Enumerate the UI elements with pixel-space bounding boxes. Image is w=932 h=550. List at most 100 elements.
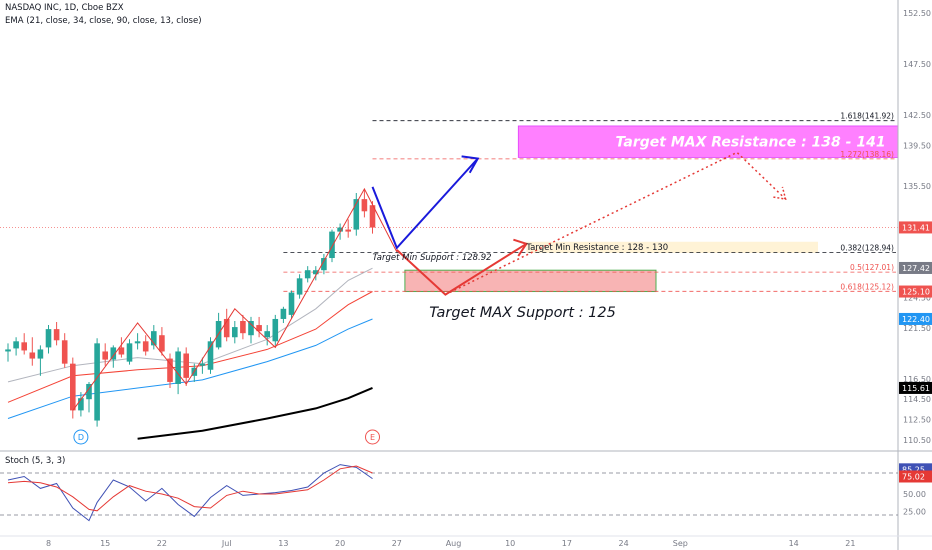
- red-arrowhead: [513, 238, 528, 257]
- fib-label: 1.618(141.92): [840, 112, 894, 121]
- ema13-line: [7, 267, 373, 383]
- candle-body: [240, 320, 246, 334]
- price-badge-label: 127.42: [902, 264, 930, 273]
- x-tick-label: 22: [157, 539, 167, 548]
- ema-lines: [7, 267, 373, 440]
- candle-body: [53, 329, 60, 341]
- zigzag-pattern: [72, 187, 398, 411]
- price-badge: [899, 261, 932, 274]
- price-badge-label: 131.41: [902, 223, 930, 232]
- stoch-badge-label: 85.25: [902, 465, 925, 474]
- candle-body: [159, 335, 165, 352]
- candle-body: [304, 270, 311, 279]
- candles: [5, 188, 376, 427]
- price-badge-label: 125.10: [902, 288, 930, 297]
- x-tick-label: Jul: [221, 539, 232, 548]
- candle-body: [207, 341, 214, 370]
- fib-label: 0.382(128.94): [840, 244, 894, 253]
- candle-body: [329, 231, 335, 259]
- y-tick-label: 135.50: [903, 182, 931, 191]
- x-tick-label: Aug: [446, 539, 462, 548]
- price-badge-label: 122.40: [902, 315, 930, 324]
- event-marker-label: D: [78, 433, 84, 442]
- candle-body: [102, 351, 108, 360]
- ema90-line: [137, 386, 373, 440]
- fib-levels: 1.618(141.92) 1.272(138.16) 0.382(128.94) 0…: [0, 112, 898, 292]
- symbol-header: NASDAQ INC, 1D, Cboe BZX: [5, 3, 124, 13]
- candle-body: [248, 320, 254, 336]
- candle-body: [70, 363, 76, 411]
- candle-body: [5, 349, 11, 352]
- candle-body: [369, 205, 376, 228]
- candle-body: [313, 270, 319, 275]
- x-tick-label: 13: [278, 539, 288, 548]
- candle-body: [256, 325, 262, 332]
- x-tick-label: 21: [845, 539, 855, 548]
- candle-body: [94, 343, 100, 421]
- candle-body: [280, 308, 287, 319]
- x-tick-label: 8: [46, 539, 51, 548]
- fib-label: 0.618(125.12): [840, 282, 894, 291]
- candle-body: [232, 327, 238, 338]
- x-tick-label: 10: [505, 539, 515, 548]
- min-support-label: Target Min Support : 128.92: [373, 253, 492, 263]
- fib-label: 1.272(138.16): [840, 150, 894, 159]
- stoch-y-tick: 25.00: [903, 508, 926, 517]
- candle-body: [272, 318, 279, 342]
- candle-body: [296, 278, 303, 295]
- candle-body: [45, 329, 52, 348]
- candle-body: [142, 341, 149, 352]
- y-tick-label: 142.50: [903, 111, 931, 120]
- candle-body: [223, 318, 230, 338]
- min-resistance-zone: [526, 241, 818, 253]
- y-tick-label: 116.50: [903, 375, 931, 384]
- candle-body: [167, 358, 173, 382]
- annotations: Target MAX Resistance : 138 - 141 Target …: [73, 134, 886, 445]
- price-badge: [899, 221, 932, 234]
- x-tick-label: 20: [335, 539, 345, 548]
- candle-body: [288, 292, 295, 315]
- candle-body: [110, 347, 117, 360]
- stoch-d-line: [7, 465, 373, 512]
- zones: [404, 125, 899, 293]
- candle-body: [183, 353, 189, 378]
- candle-body: [37, 349, 44, 359]
- price-badge: [899, 312, 932, 325]
- y-tick-label: 124.50: [903, 294, 931, 303]
- blue-arrowhead: [461, 155, 480, 174]
- candle-body: [337, 227, 343, 232]
- x-tick-label: Sep: [673, 539, 688, 548]
- event-marker: [73, 429, 89, 445]
- ema21-line: [7, 291, 373, 403]
- candle-body: [86, 383, 92, 400]
- y-tick-label: 152.50: [903, 9, 931, 18]
- max-support-label: Target MAX Support : 125: [429, 305, 616, 321]
- stoch-badge: [899, 470, 932, 483]
- x-tick-label: 24: [619, 539, 629, 548]
- candle-body: [21, 342, 27, 351]
- event-marker-label: E: [370, 433, 375, 442]
- drawings: [72, 151, 787, 411]
- event-marker: [365, 429, 380, 445]
- y-tick-label: 112.50: [903, 416, 931, 425]
- y-tick-label: 114.50: [903, 395, 931, 404]
- stoch-header: Stoch (5, 3, 3): [5, 456, 66, 466]
- resistance-label: Target MAX Resistance : 138 - 141: [616, 134, 886, 150]
- y-tick-label: 139.50: [903, 141, 931, 150]
- support-zone: [404, 269, 657, 293]
- candle-body: [199, 363, 206, 366]
- candle-body: [118, 347, 125, 355]
- blue-projection: [371, 157, 479, 250]
- stoch-badge-label: 75.02: [902, 472, 925, 481]
- candle-body: [13, 341, 19, 349]
- candle-body: [175, 351, 181, 384]
- price-badge: [899, 381, 932, 394]
- ema-legend: EMA (21, close, 34, close, 90, close, 13…: [5, 16, 202, 26]
- candle-body: [321, 258, 327, 271]
- candle-body: [29, 352, 36, 359]
- candle-body: [264, 331, 270, 338]
- stoch-y-tick: 50.00: [903, 490, 926, 499]
